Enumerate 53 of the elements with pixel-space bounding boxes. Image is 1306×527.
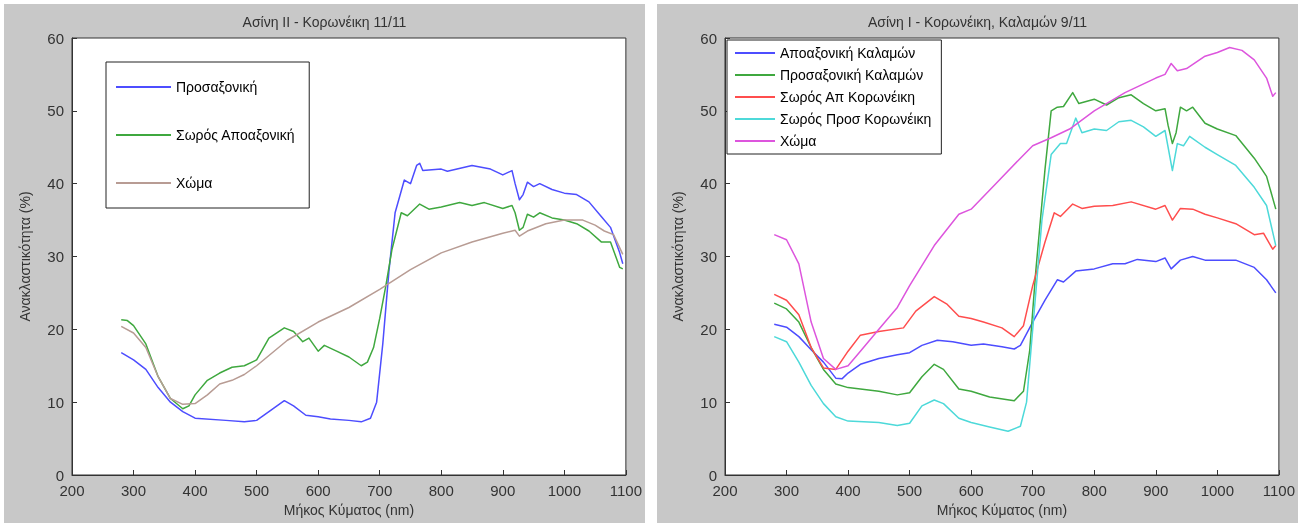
line-series — [773, 91, 1277, 402]
x-tick-label: 900 — [490, 482, 516, 499]
line-series — [773, 46, 1277, 371]
x-tick-label: 1000 — [547, 482, 582, 499]
y-axis-title: Ανακλαστικότητα (%) — [17, 191, 33, 322]
legend-label: Σωρός Αποαξονική — [176, 127, 295, 143]
y-tick-label: 20 — [47, 320, 64, 338]
y-tick-label: 0 — [55, 466, 64, 484]
line-series — [773, 255, 1277, 380]
x-tick-label: 800 — [1081, 482, 1107, 499]
x-tick-label: 1000 — [1200, 482, 1235, 499]
legend-label: Χώμα — [176, 175, 213, 191]
y-tick-label: 30 — [47, 248, 64, 265]
y-tick-label: 10 — [47, 393, 64, 411]
x-tick-label: 200 — [59, 482, 85, 499]
x-tick-label: 1100 — [609, 482, 642, 499]
y-tick-label: 20 — [700, 320, 717, 338]
x-axis-title: Μήκος Κύματος (nm) — [936, 501, 1068, 518]
chart-title: Ασίνη Ι - Κορωνέικη, Καλαμών 9/11 — [867, 14, 1088, 30]
y-tick-label: 50 — [47, 102, 64, 120]
y-tick-label: 40 — [47, 175, 64, 193]
x-tick-label: 900 — [1143, 482, 1169, 499]
y-tick-label: 0 — [708, 466, 717, 484]
x-tick-label: 200 — [712, 482, 738, 499]
legend-label: Σωρός Προσ Κορωνέικη — [780, 111, 932, 127]
y-tick-label: 60 — [700, 29, 717, 47]
line-series — [773, 201, 1277, 371]
y-tick-label: 40 — [700, 175, 717, 193]
legend-label: Προσαξονική — [176, 79, 258, 95]
x-tick-label: 500 — [897, 482, 923, 499]
x-tick-label: 600 — [305, 482, 331, 499]
legend-label: Προσαξονική Καλαμών — [780, 67, 924, 83]
x-tick-label: 400 — [182, 482, 208, 499]
legend-label: Σωρός Απ Κορωνέικη — [780, 89, 916, 105]
y-tick-label: 50 — [700, 102, 717, 120]
line-series — [120, 162, 624, 423]
y-tick-label: 30 — [700, 248, 717, 265]
x-tick-label: 300 — [774, 482, 800, 499]
y-tick-label: 10 — [700, 393, 717, 411]
x-tick-label: 400 — [835, 482, 861, 499]
legend-label: Χώμα — [780, 133, 817, 149]
x-tick-label: 500 — [244, 482, 270, 499]
x-tick-label: 300 — [121, 482, 147, 499]
x-tick-label: 800 — [428, 482, 454, 499]
chart-title: Ασίνη ΙΙ - Κορωνέικη 11/11 — [242, 14, 407, 30]
x-tick-label: 700 — [1020, 482, 1046, 499]
x-tick-label: 700 — [367, 482, 393, 499]
y-tick-label: 60 — [47, 29, 64, 47]
x-tick-label: 600 — [958, 482, 984, 499]
x-tick-label: 1100 — [1262, 482, 1295, 499]
y-axis-title: Ανακλαστικότητα (%) — [670, 191, 686, 322]
legend-label: Αποαξονική Καλαμών — [780, 45, 916, 61]
x-axis-title: Μήκος Κύματος (nm) — [283, 501, 415, 518]
